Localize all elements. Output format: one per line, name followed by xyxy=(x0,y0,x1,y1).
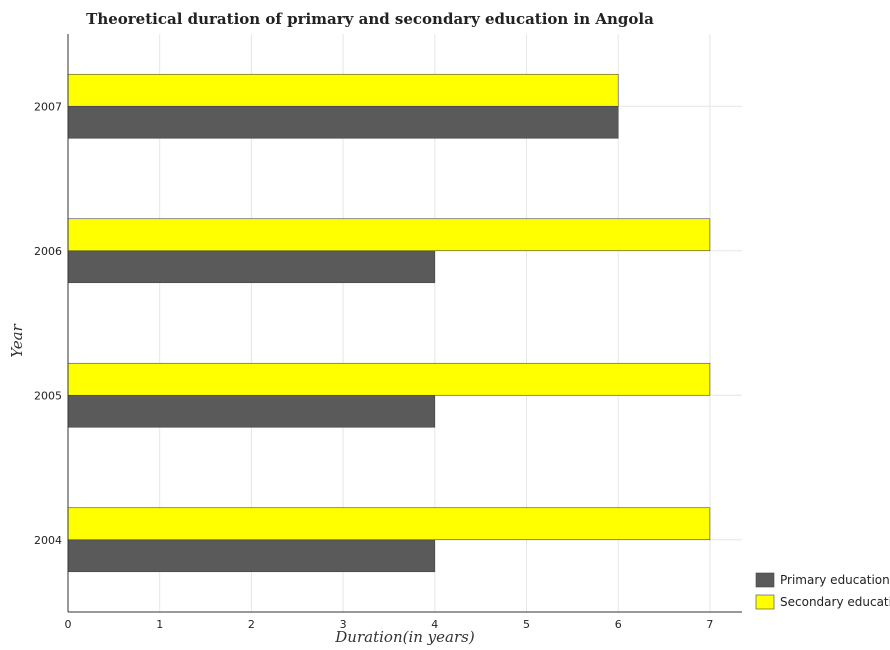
x-tick-label: 7 xyxy=(706,618,713,631)
x-tick-label: 4 xyxy=(431,618,438,631)
chart-title: Theoretical duration of primary and seco… xyxy=(86,10,654,28)
bars xyxy=(67,73,711,573)
y-tick-label: 2005 xyxy=(34,389,62,402)
y-tick-label: 2007 xyxy=(34,100,62,113)
bar-secondary-2004 xyxy=(67,507,711,541)
bar-primary-2007 xyxy=(67,105,619,139)
x-tick-label: 1 xyxy=(156,618,163,631)
x-tick-label: 3 xyxy=(340,618,347,631)
y-tick-label: 2006 xyxy=(34,245,62,258)
bar-secondary-2007 xyxy=(67,73,619,107)
x-tick-label: 6 xyxy=(615,618,622,631)
x-tick-label: 2 xyxy=(248,618,255,631)
y-tick-label: 2004 xyxy=(34,534,62,547)
legend-label-primary: Primary education xyxy=(780,573,890,587)
bar-primary-2005 xyxy=(67,394,436,428)
x-axis-label: Duration(in years) xyxy=(334,628,475,646)
bar-primary-2006 xyxy=(67,250,436,284)
x-tick-label: 0 xyxy=(65,618,72,631)
x-tick-label: 5 xyxy=(523,618,530,631)
axes: 0 1 2 3 4 5 6 7 2004 2005 2006 2007 xyxy=(34,34,742,631)
legend-swatch-secondary xyxy=(755,594,775,610)
legend-swatch-primary xyxy=(755,572,775,588)
bar-secondary-2005 xyxy=(67,362,711,396)
legend: Primary education Secondary education xyxy=(755,572,890,610)
legend-label-secondary: Secondary education xyxy=(780,595,890,609)
bar-primary-2004 xyxy=(67,539,436,573)
y-axis-label: Year xyxy=(8,323,26,357)
bar-secondary-2006 xyxy=(67,218,711,252)
